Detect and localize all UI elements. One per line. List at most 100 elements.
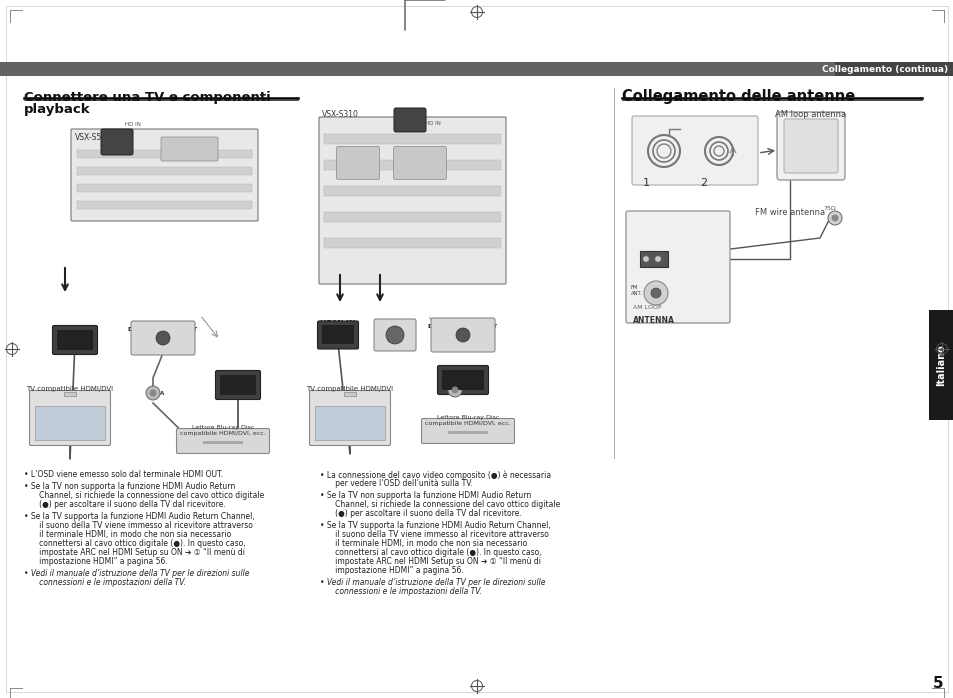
Text: Italiano: Italiano [936, 344, 945, 386]
Text: HDMI OUT: HDMI OUT [440, 365, 485, 374]
Bar [57, 330, 92, 350]
Text: connettersi al cavo ottico digitale (●). In questo caso,: connettersi al cavo ottico digitale (●).… [328, 548, 541, 557]
Text: HDMI OUT: HDMI OUT [215, 370, 260, 379]
Text: Collegamento delle antenne: Collegamento delle antenne [621, 89, 854, 104]
FancyBboxPatch shape [336, 147, 379, 179]
Text: FM wire antenna: FM wire antenna [754, 208, 824, 217]
Text: HDMI IN: HDMI IN [320, 320, 355, 329]
Text: VSX-S310: VSX-S310 [322, 110, 358, 119]
Text: OPTICAL
ASSEMBLAGE: OPTICAL ASSEMBLAGE [172, 144, 206, 154]
Bar [220, 375, 255, 395]
Circle shape [448, 383, 461, 397]
Circle shape [643, 281, 667, 305]
FancyBboxPatch shape [318, 117, 505, 284]
Bar [64, 392, 76, 396]
Circle shape [642, 256, 648, 262]
Text: il terminale HDMI, in modo che non sia necessario: il terminale HDMI, in modo che non sia n… [32, 530, 231, 539]
FancyBboxPatch shape [176, 429, 269, 454]
FancyBboxPatch shape [131, 321, 194, 355]
FancyBboxPatch shape [161, 137, 218, 161]
Bar [344, 392, 355, 396]
Text: D: D [461, 389, 466, 394]
Bar [324, 186, 500, 196]
Text: 5: 5 [932, 676, 943, 692]
Text: • L’OSD viene emesso solo dal terminale HDMI OUT.: • L’OSD viene emesso solo dal terminale … [24, 470, 223, 479]
Bar [324, 134, 500, 144]
Text: VIDEO IN: VIDEO IN [378, 319, 411, 324]
Circle shape [456, 328, 470, 342]
Text: playback: playback [24, 103, 91, 116]
FancyBboxPatch shape [215, 371, 260, 399]
Circle shape [831, 214, 838, 221]
Text: AM loop antenna: AM loop antenna [775, 110, 845, 119]
Text: OPTICAL
DIGITAL AUDIO OUT: OPTICAL DIGITAL AUDIO OUT [428, 318, 497, 329]
Text: 2: 2 [700, 178, 707, 188]
Text: Channel, si richiede la connessione del cavo ottico digitale: Channel, si richiede la connessione del … [328, 500, 559, 509]
Text: OPTICAL
ASSEMBLAGE: OPTICAL ASSEMBLAGE [403, 158, 436, 168]
Text: connettersi al cavo ottico digitale (●). In questo caso,: connettersi al cavo ottico digitale (●).… [32, 539, 245, 548]
Bar [77, 150, 252, 158]
Text: impostate ARC nel HDMI Setup su ON ➔ ① “Il menù di: impostate ARC nel HDMI Setup su ON ➔ ① “… [32, 548, 245, 557]
Bar [35, 406, 105, 440]
Bar [0, 62, 953, 76]
FancyBboxPatch shape [783, 119, 837, 173]
Text: FM
ANT.: FM ANT. [630, 285, 642, 296]
FancyBboxPatch shape [71, 129, 257, 221]
Text: A: A [160, 392, 164, 396]
Text: • La connessione del cavo video composito (●) è necessaria: • La connessione del cavo video composit… [319, 470, 551, 480]
Circle shape [386, 326, 403, 344]
Text: HDMI IN: HDMI IN [57, 325, 92, 334]
Text: HD IN: HD IN [125, 122, 141, 127]
FancyBboxPatch shape [374, 319, 416, 351]
Text: Lettore Blu-ray Disc
compatibile HDMI/DVI, ecc.: Lettore Blu-ray Disc compatibile HDMI/DV… [180, 425, 266, 436]
Bar [324, 212, 500, 222]
Bar [322, 325, 354, 345]
Bar [314, 406, 385, 440]
Circle shape [150, 389, 156, 396]
FancyBboxPatch shape [30, 390, 111, 445]
Text: • Vedi il manuale d’istruzione della TV per le direzioni sulle: • Vedi il manuale d’istruzione della TV … [319, 578, 545, 587]
Bar [77, 184, 252, 192]
Text: Collegamento (continua): Collegamento (continua) [821, 64, 947, 73]
Bar [448, 431, 488, 434]
Text: • Se la TV non supporta la funzione HDMI Audio Return: • Se la TV non supporta la funzione HDMI… [319, 491, 531, 500]
FancyBboxPatch shape [776, 112, 844, 180]
FancyBboxPatch shape [421, 419, 514, 443]
Text: VIDEO: VIDEO [348, 161, 367, 165]
FancyBboxPatch shape [437, 366, 488, 394]
FancyBboxPatch shape [101, 129, 132, 155]
Text: per vedere l’OSD dell’unità sulla TV.: per vedere l’OSD dell’unità sulla TV. [328, 479, 473, 488]
Circle shape [451, 387, 458, 394]
Bar [77, 167, 252, 175]
Text: AM LOOP: AM LOOP [633, 305, 660, 310]
Text: il terminale HDMI, in modo che non sia necessario: il terminale HDMI, in modo che non sia n… [328, 539, 527, 548]
Circle shape [655, 256, 660, 262]
FancyBboxPatch shape [431, 318, 495, 352]
Text: HD IN: HD IN [424, 121, 440, 126]
Text: Lettore Blu-ray Disc
compatibile HDMI/DVI, ecc.: Lettore Blu-ray Disc compatibile HDMI/DV… [425, 415, 511, 426]
Text: OPTICAL
DIGITAL AUDIO OUT: OPTICAL DIGITAL AUDIO OUT [129, 321, 197, 332]
Text: • Se la TV supporta la funzione HDMI Audio Return Channel,: • Se la TV supporta la funzione HDMI Aud… [319, 521, 550, 530]
FancyBboxPatch shape [309, 390, 390, 445]
Text: • Se la TV non supporta la funzione HDMI Audio Return: • Se la TV non supporta la funzione HDMI… [24, 482, 235, 491]
Circle shape [156, 331, 170, 345]
Bar [639, 251, 667, 267]
Text: 75Ω: 75Ω [822, 206, 836, 211]
Text: TV compatibile HDMI/DVI: TV compatibile HDMI/DVI [27, 386, 113, 392]
FancyBboxPatch shape [52, 325, 97, 355]
Text: ANTENNA: ANTENNA [633, 316, 674, 325]
Circle shape [650, 288, 660, 298]
Text: TV compatibile HDMI/DVI: TV compatibile HDMI/DVI [306, 386, 394, 392]
Bar [324, 160, 500, 170]
Bar [77, 201, 252, 209]
Text: impostazione HDMI” a pagina 56.: impostazione HDMI” a pagina 56. [328, 566, 463, 575]
Text: il suono della TV viene immesso al ricevitore attraverso: il suono della TV viene immesso al ricev… [32, 521, 253, 530]
Circle shape [388, 328, 401, 342]
Text: • Se la TV supporta la funzione HDMI Audio Return Channel,: • Se la TV supporta la funzione HDMI Aud… [24, 512, 254, 521]
Text: impostate ARC nel HDMI Setup su ON ➔ ① “Il menù di: impostate ARC nel HDMI Setup su ON ➔ ① “… [328, 557, 540, 566]
Text: impostazione HDMI” a pagina 56.: impostazione HDMI” a pagina 56. [32, 557, 168, 566]
Text: 1: 1 [641, 178, 649, 188]
Text: connessioni e le impostazioni della TV.: connessioni e le impostazioni della TV. [32, 578, 186, 587]
Circle shape [146, 386, 160, 400]
FancyBboxPatch shape [625, 211, 729, 323]
